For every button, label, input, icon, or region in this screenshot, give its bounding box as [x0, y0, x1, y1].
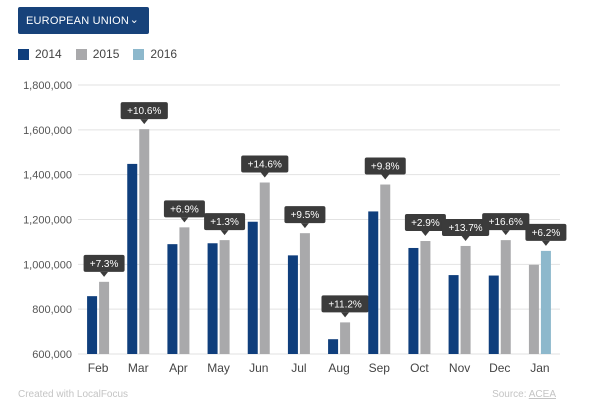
legend-label-2014: 2014 — [35, 47, 62, 61]
chart-legend: 2014 2015 2016 — [18, 47, 191, 61]
footer-source: Source: ACEA — [492, 389, 556, 400]
y-tick-label: 1,000,000 — [23, 259, 72, 271]
bar — [167, 244, 178, 354]
annotation-label: +2.9% — [411, 218, 440, 229]
y-tick-label: 1,400,000 — [23, 170, 72, 182]
annotation-box — [120, 102, 168, 120]
footer-credit: Created with LocalFocus — [18, 389, 129, 400]
chevron-down-icon: ⌄ — [129, 14, 139, 26]
bar — [179, 227, 190, 354]
annotation-box — [364, 157, 406, 175]
legend-label-2015: 2015 — [92, 47, 120, 61]
annotation-label: +16.6% — [489, 217, 523, 228]
bar — [460, 245, 471, 354]
annotation-pointer — [381, 174, 390, 180]
annotation-box — [163, 200, 205, 218]
annotation-label: +13.7% — [448, 223, 482, 234]
region-selector-button[interactable]: EUROPEAN UNION ⌄ — [18, 7, 149, 34]
bar — [408, 247, 419, 354]
annotation-pointer — [220, 230, 229, 236]
bar — [219, 240, 230, 354]
bar — [420, 241, 431, 354]
y-tick-label: 1,200,000 — [23, 215, 72, 227]
bar — [528, 264, 539, 354]
annotation-pointer — [180, 217, 189, 223]
bar — [287, 255, 298, 354]
legend-swatch-2016 — [133, 48, 145, 60]
y-tick-label: 800,000 — [32, 304, 72, 316]
bar — [127, 163, 138, 354]
bar — [328, 339, 339, 354]
annotation-pointer — [260, 172, 269, 178]
annotation-label: +6.2% — [532, 228, 561, 239]
legend-swatch-2014 — [18, 48, 29, 60]
x-tick-label: May — [207, 361, 230, 375]
bar — [368, 211, 379, 354]
annotation-box — [284, 206, 326, 224]
x-tick-label: Jun — [249, 361, 268, 375]
annotation-label: +11.2% — [328, 299, 362, 310]
annotation-box — [525, 223, 567, 241]
annotation-pointer — [140, 119, 149, 125]
annotation-box — [83, 254, 125, 272]
x-tick-label: Apr — [169, 361, 188, 375]
bar — [99, 281, 110, 354]
annotation-label: +6.9% — [170, 204, 199, 215]
footer-source-label: Source: — [492, 389, 527, 400]
annotation-box — [204, 213, 246, 231]
bar — [380, 184, 391, 354]
bar — [139, 129, 150, 354]
annotation-box — [482, 213, 530, 231]
footer-source-link[interactable]: ACEA — [528, 389, 556, 400]
x-tick-label: Mar — [128, 361, 149, 375]
y-tick-label: 1,600,000 — [23, 125, 72, 137]
annotation-label: +9.5% — [291, 210, 320, 221]
x-tick-label: Sep — [369, 361, 391, 375]
annotation-box — [441, 218, 490, 236]
annotation-pointer — [461, 235, 470, 241]
annotation-box — [404, 214, 446, 232]
region-selector-label: EUROPEAN UNION — [26, 14, 130, 27]
x-tick-label: Jan — [530, 361, 549, 375]
bar — [87, 296, 98, 354]
annotation-pointer — [421, 231, 430, 237]
x-tick-label: Aug — [328, 361, 349, 375]
annotation-pointer — [300, 223, 309, 229]
legend-swatch-2015 — [75, 48, 87, 60]
annotation-pointer — [501, 230, 510, 236]
x-tick-label: Dec — [489, 361, 510, 375]
x-tick-label: Jul — [291, 361, 306, 375]
annotation-label: +7.3% — [90, 259, 119, 270]
x-tick-label: Feb — [88, 361, 109, 375]
bar — [207, 243, 218, 354]
bar — [448, 275, 459, 354]
bar — [340, 322, 351, 354]
x-tick-label: Oct — [410, 361, 429, 375]
legend-label-2016: 2016 — [150, 47, 178, 61]
annotation-label: +10.6% — [127, 106, 161, 117]
annotation-box — [321, 295, 369, 313]
annotation-label: +14.6% — [248, 160, 282, 171]
annotation-pointer — [541, 240, 550, 246]
annotation-label: +1.3% — [210, 217, 239, 228]
y-tick-label: 600,000 — [32, 349, 72, 361]
annotation-pointer — [341, 312, 350, 318]
bar — [299, 233, 310, 354]
annotation-box — [241, 155, 289, 173]
bar — [500, 240, 511, 354]
bar — [259, 182, 270, 354]
annotation-pointer — [100, 271, 109, 277]
bar — [488, 275, 499, 354]
x-tick-label: Nov — [449, 361, 470, 375]
annotation-label: +9.8% — [371, 162, 400, 173]
bar — [247, 221, 258, 354]
legend-item-2014[interactable]: 2014 — [18, 47, 62, 61]
legend-item-2016[interactable]: 2016 — [133, 47, 177, 61]
y-tick-label: 1,800,000 — [23, 80, 72, 92]
bar — [540, 250, 551, 354]
legend-item-2015[interactable]: 2015 — [75, 47, 120, 61]
